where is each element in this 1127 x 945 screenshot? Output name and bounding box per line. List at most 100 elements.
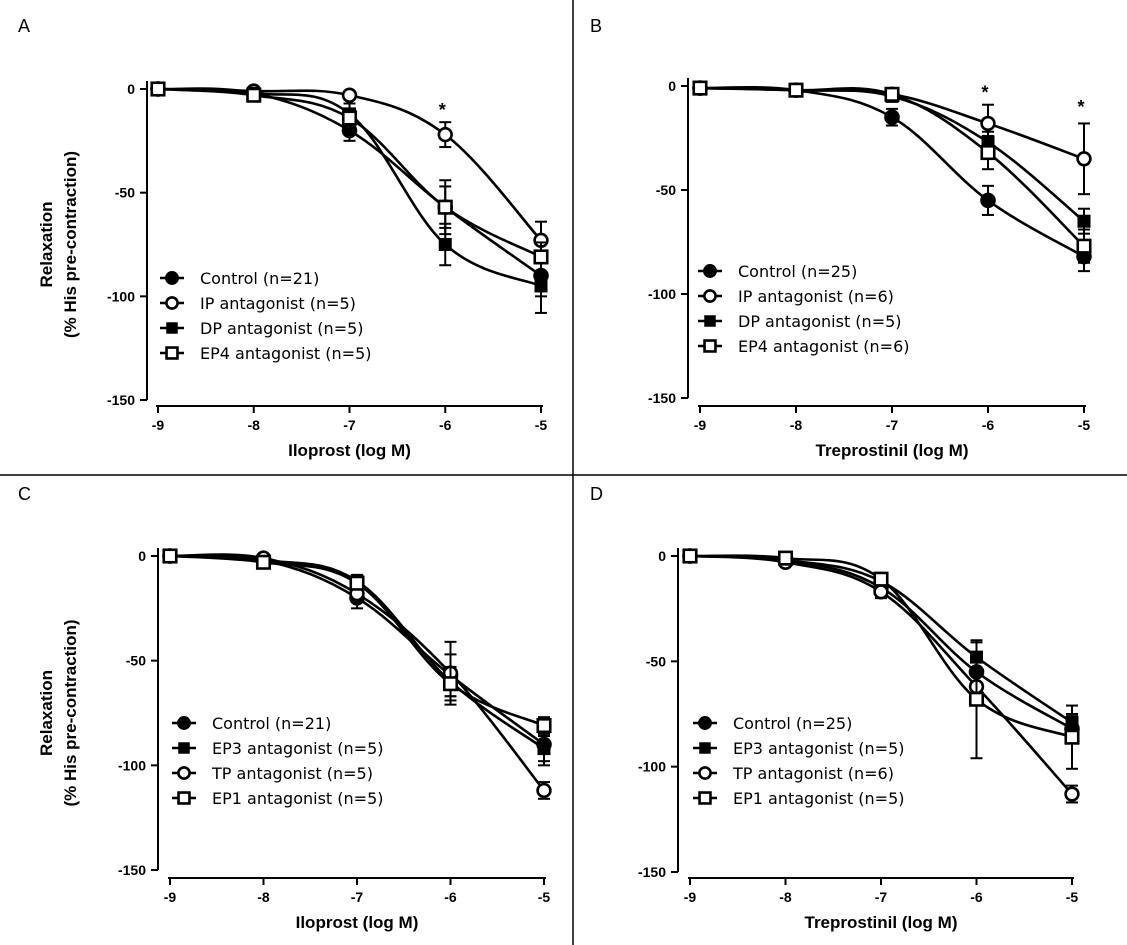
panel-c: C 0 -50 -100 -150 -9 -8 -7 -6 -5 Iloprost (log M) R… <box>18 484 552 932</box>
legend-label: Control (n=25) <box>738 262 857 281</box>
series-3 <box>692 80 1092 264</box>
data-point <box>533 249 549 265</box>
x-tick-label: -9 <box>164 889 177 905</box>
legend: Control (n=21) EP3 antagonist (n=5) TP ant… <box>172 714 383 808</box>
legend-label: TP antagonist (n=6) <box>732 764 894 783</box>
data-point <box>150 81 166 97</box>
data-point <box>437 126 453 143</box>
x-tick-label: -8 <box>257 889 270 905</box>
legend: Control (n=21) IP antagonist (n=5) DP anta… <box>160 269 371 363</box>
legend-swatch-marker <box>698 766 712 780</box>
x-tick-label: -7 <box>351 889 364 905</box>
y-tick-label: 0 <box>138 548 146 564</box>
x-axis-label: Iloprost (log M) <box>288 441 411 460</box>
legend-label: DP antagonist (n=5) <box>738 312 902 331</box>
legend-label: EP3 antagonist (n=5) <box>733 739 904 758</box>
legend-swatch-marker <box>177 716 191 730</box>
legend-label: EP4 antagonist (n=5) <box>200 344 371 363</box>
y-tick-label: -100 <box>118 757 146 773</box>
legend-label: DP antagonist (n=5) <box>200 319 364 338</box>
significance-marker: * <box>981 82 988 102</box>
x-tick-label: -6 <box>444 889 457 905</box>
panel-letter: C <box>18 484 31 504</box>
panel-letter: B <box>590 16 602 36</box>
x-tick-label: -7 <box>886 417 899 433</box>
y-tick-label: -150 <box>107 392 135 408</box>
x-tick-label: -5 <box>535 417 548 433</box>
legend-swatch-marker <box>177 766 191 780</box>
legend-label: TP antagonist (n=5) <box>211 764 373 783</box>
x-tick-label: -8 <box>248 417 261 433</box>
legend-swatch-marker <box>178 742 190 754</box>
data-point <box>537 742 551 756</box>
data-point <box>873 571 889 587</box>
y-axis-label-line1: Relaxation <box>37 202 56 288</box>
y-tick-label: -150 <box>638 864 666 880</box>
data-point <box>1076 238 1092 254</box>
panel-d: D 0 -50 -100 -150 -9 -8 -7 -6 -5 Treprostinil (log… <box>590 484 1080 932</box>
y-tick-label: 0 <box>668 78 676 94</box>
data-point <box>341 110 358 126</box>
series-3 <box>150 81 549 273</box>
data-point <box>349 575 365 591</box>
legend-swatch-marker <box>704 315 716 327</box>
data-point <box>1076 151 1092 167</box>
legend: Control (n=25) IP antagonist (n=6) DP anta… <box>698 262 909 356</box>
y-tick-label: -50 <box>656 182 676 198</box>
y-axis-label-line2: (% His pre-contraction) <box>61 619 80 806</box>
y-tick-label: -150 <box>118 862 146 878</box>
legend-swatch-marker <box>177 791 191 805</box>
legend-swatch-marker <box>165 346 179 360</box>
data-point <box>968 691 985 707</box>
data-point <box>341 87 358 103</box>
x-tick-label: -6 <box>439 417 452 433</box>
legend-label: IP antagonist (n=6) <box>738 287 894 306</box>
y-tick-label: 0 <box>127 81 135 97</box>
data-point <box>980 115 996 132</box>
panel-letter: A <box>18 16 30 36</box>
data-point <box>255 554 272 570</box>
data-point <box>534 279 548 293</box>
legend-label: EP1 antagonist (n=5) <box>733 789 904 808</box>
data-point <box>884 109 900 125</box>
legend-label: Control (n=25) <box>733 714 852 733</box>
x-tick-label: -8 <box>790 417 803 433</box>
significance-marker: * <box>439 100 446 120</box>
y-axis-label-line1: Relaxation <box>37 670 56 756</box>
series-line <box>169 553 546 792</box>
y-tick-label: -150 <box>648 390 676 406</box>
y-tick-label: -50 <box>646 653 666 669</box>
data-point <box>682 548 698 564</box>
y-tick-label: -100 <box>107 288 135 304</box>
legend-label: Control (n=21) <box>200 269 319 288</box>
x-axis-label: Iloprost (log M) <box>296 913 419 932</box>
x-tick-label: -7 <box>875 889 888 905</box>
legend-label: Control (n=21) <box>212 714 331 733</box>
legend-swatch-marker <box>166 322 178 334</box>
legend-label: EP4 antagonist (n=6) <box>738 337 909 356</box>
data-point <box>438 238 452 251</box>
data-point <box>536 782 552 799</box>
x-tick-label: -5 <box>1066 889 1079 905</box>
legend-swatch-marker <box>165 296 179 310</box>
legend-swatch-marker <box>703 339 717 353</box>
legend-label: IP antagonist (n=5) <box>200 294 356 313</box>
x-tick-label: -9 <box>684 889 697 905</box>
significance-marker: * <box>1077 97 1084 117</box>
x-axis-label: Treprostinil (log M) <box>816 441 969 460</box>
y-tick-label: -50 <box>126 653 146 669</box>
data-point <box>162 548 178 564</box>
data-point <box>873 584 889 600</box>
data-point <box>980 145 996 161</box>
data-point <box>980 192 996 209</box>
data-point <box>1064 729 1080 745</box>
x-tick-label: -8 <box>779 889 792 905</box>
data-point <box>1077 214 1091 228</box>
panel-a: A 0 -50 -100 -150 -9 -8 -7 -6 -5 Iloprost (log M) R… <box>18 16 549 460</box>
data-point <box>246 87 262 103</box>
data-point <box>884 86 900 102</box>
